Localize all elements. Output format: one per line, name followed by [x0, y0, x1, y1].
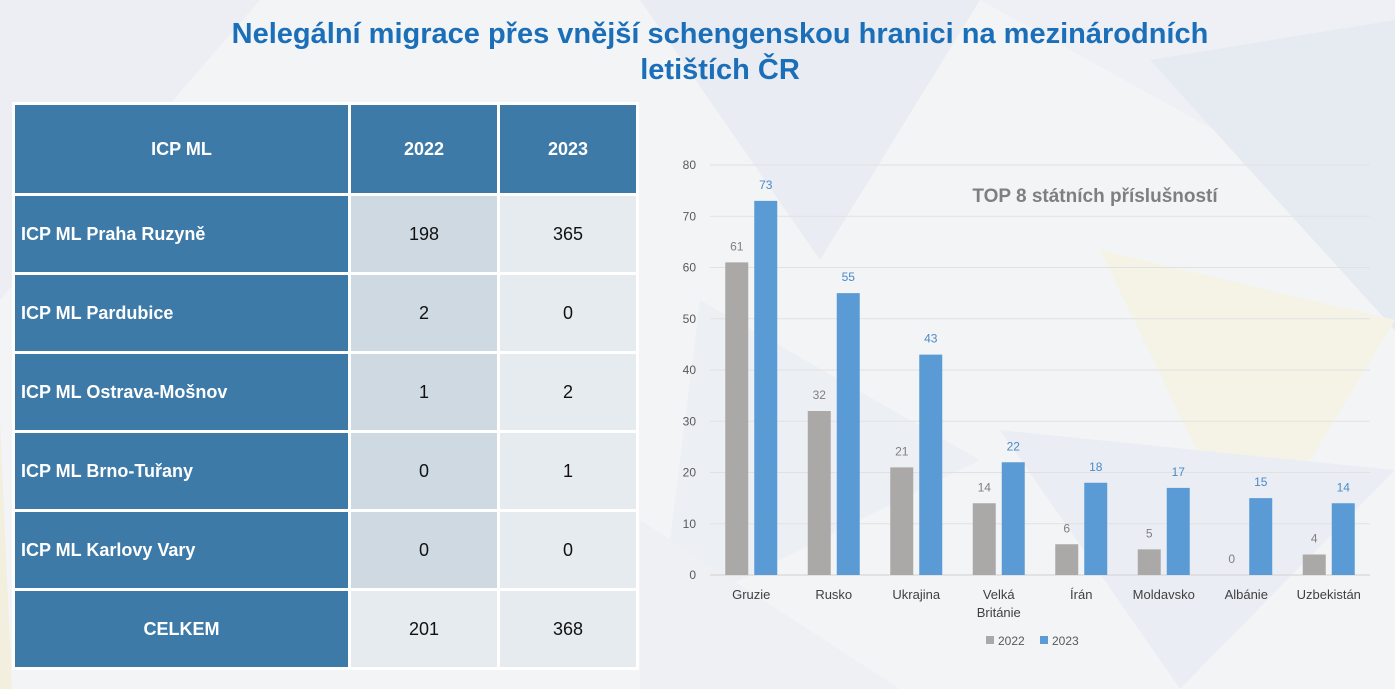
bar-2023: [754, 200, 778, 575]
row-value-2022: 2: [348, 272, 500, 354]
data-label-2023: 14: [1337, 480, 1351, 494]
y-tick-label: 0: [689, 568, 696, 582]
y-tick-label: 10: [683, 517, 697, 531]
y-tick-label: 20: [683, 466, 697, 480]
x-tick-label: Rusko: [815, 587, 852, 602]
page-title-line1: Nelegální migrace přes vnější schengensk…: [231, 18, 1209, 50]
data-label-2022: 21: [895, 444, 909, 458]
header-cell-icp: ICP ML: [12, 102, 351, 196]
data-label-2023: 43: [924, 332, 938, 346]
y-tick-label: 60: [683, 261, 697, 275]
data-label-2022: 6: [1063, 521, 1070, 535]
table-row: ICP ML Pardubice 2 0: [12, 272, 639, 354]
row-value-2022: 198: [348, 193, 500, 275]
row-value-2023: 1: [497, 430, 639, 512]
data-label-2022: 5: [1146, 526, 1153, 540]
data-label-2022: 0: [1228, 552, 1235, 566]
data-label-2022: 14: [978, 480, 992, 494]
data-label-2023: 15: [1254, 475, 1268, 489]
total-label: CELKEM: [12, 588, 351, 670]
page-title: Nelegální migrace přes vnější schengensk…: [0, 16, 1395, 88]
y-tick-label: 50: [683, 312, 697, 326]
row-value-2023: 365: [497, 193, 639, 275]
row-label: ICP ML Pardubice: [12, 272, 351, 354]
bar-2022: [725, 262, 749, 575]
data-label-2023: 55: [842, 270, 856, 284]
bar-2023: [1084, 482, 1108, 575]
bar-2022: [972, 503, 996, 575]
legend-label-2023: 2023: [1052, 634, 1079, 648]
table-row: ICP ML Ostrava-Mošnov 1 2: [12, 351, 639, 433]
row-label: ICP ML Karlovy Vary: [12, 509, 351, 591]
airport-table: ICP ML 2022 2023 ICP ML Praha Ruzyně 198…: [12, 102, 639, 670]
row-value-2023: 0: [497, 509, 639, 591]
bar-2023: [1166, 487, 1190, 575]
table-row: ICP ML Praha Ruzyně 198 365: [12, 193, 639, 275]
table-row: ICP ML Karlovy Vary 0 0: [12, 509, 639, 591]
row-label: ICP ML Brno-Tuřany: [12, 430, 351, 512]
data-label-2023: 17: [1172, 465, 1186, 479]
row-label: ICP ML Ostrava-Mošnov: [12, 351, 351, 433]
x-tick-label: Gruzie: [732, 587, 770, 602]
y-tick-label: 80: [683, 158, 697, 172]
data-label-2023: 22: [1007, 439, 1021, 453]
header-cell-2022: 2022: [348, 102, 500, 196]
legend-swatch-2023: [1040, 636, 1048, 644]
bar-2022: [1302, 554, 1326, 575]
bar-2023: [1001, 462, 1025, 575]
total-value-2023: 368: [497, 588, 639, 670]
bar-2022: [807, 411, 831, 575]
bar-2023: [836, 293, 860, 575]
y-tick-label: 30: [683, 414, 697, 428]
data-label-2022: 4: [1311, 532, 1318, 546]
header-cell-2023: 2023: [497, 102, 639, 196]
x-tick-label: Albánie: [1225, 587, 1268, 602]
bar-2023: [919, 354, 943, 575]
x-tick-label: Uzbekistán: [1297, 587, 1361, 602]
y-tick-label: 40: [683, 363, 697, 377]
row-value-2022: 0: [348, 430, 500, 512]
total-value-2022: 201: [348, 588, 500, 670]
x-tick-label: Moldavsko: [1133, 587, 1195, 602]
x-tick-label: Británie: [977, 605, 1021, 620]
legend-swatch-2022: [986, 636, 994, 644]
row-value-2023: 0: [497, 272, 639, 354]
bar-2023: [1331, 503, 1355, 575]
x-tick-label: Velká: [983, 587, 1016, 602]
y-tick-label: 70: [683, 209, 697, 223]
bar-2022: [890, 467, 914, 575]
page-title-line2: letištích ČR: [640, 54, 800, 86]
bar-2022: [1055, 544, 1079, 575]
row-label: ICP ML Praha Ruzyně: [12, 193, 351, 275]
bar-2023: [1249, 498, 1273, 575]
table-total-row: CELKEM 201 368: [12, 588, 639, 670]
data-label-2022: 61: [730, 239, 744, 253]
table-row: ICP ML Brno-Tuřany 0 1: [12, 430, 639, 512]
x-tick-label: Ukrajina: [892, 587, 940, 602]
legend-label-2022: 2022: [998, 634, 1025, 648]
x-tick-label: Írán: [1070, 587, 1092, 602]
data-label-2022: 32: [813, 388, 827, 402]
row-value-2022: 1: [348, 351, 500, 433]
bar-2022: [1137, 549, 1161, 575]
table-header-row: ICP ML 2022 2023: [12, 102, 639, 196]
row-value-2022: 0: [348, 509, 500, 591]
data-label-2023: 18: [1089, 460, 1103, 474]
row-value-2023: 2: [497, 351, 639, 433]
chart-title: TOP 8 státních příslušností: [972, 186, 1218, 207]
data-label-2023: 73: [759, 178, 773, 192]
